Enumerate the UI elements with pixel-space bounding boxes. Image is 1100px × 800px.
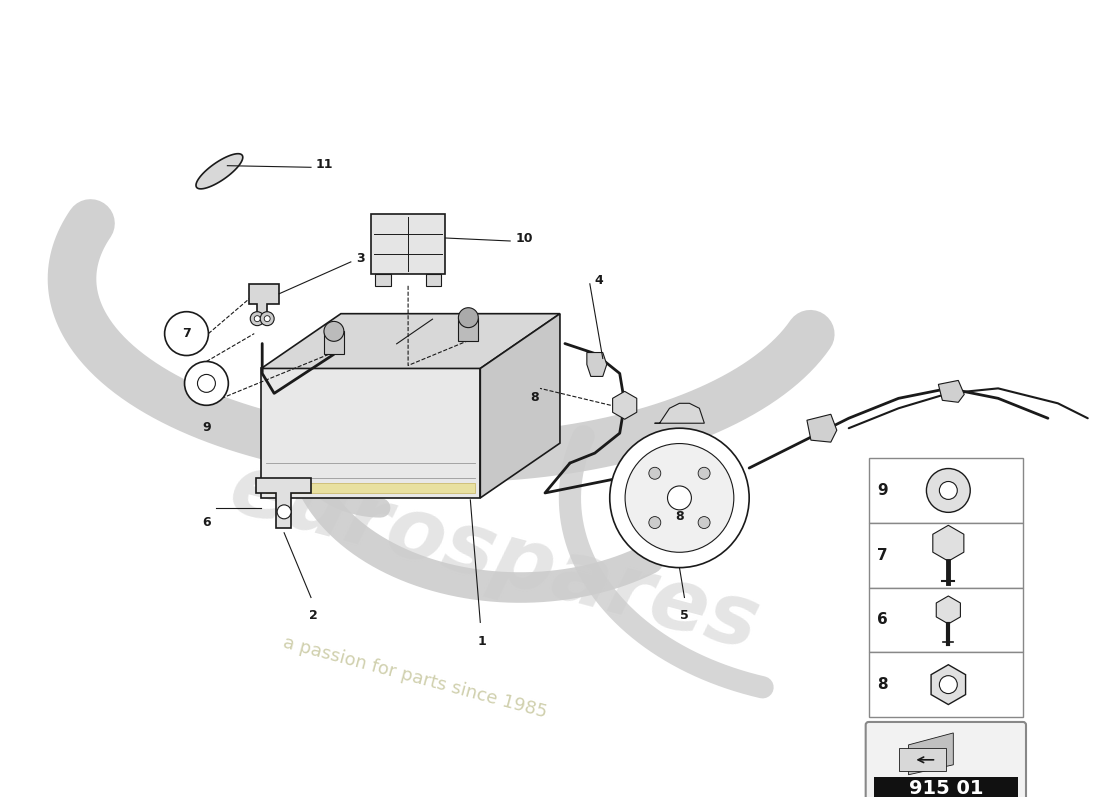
Text: 3: 3	[355, 253, 364, 266]
Circle shape	[323, 322, 344, 342]
Text: 8: 8	[675, 510, 684, 523]
Text: 8: 8	[530, 391, 538, 404]
Circle shape	[261, 312, 274, 326]
Text: eurospares: eurospares	[221, 447, 769, 668]
Polygon shape	[459, 318, 478, 341]
Text: 9: 9	[878, 483, 888, 498]
Text: 11: 11	[316, 158, 333, 171]
Polygon shape	[375, 274, 390, 286]
Text: 4: 4	[595, 274, 604, 287]
Text: 2: 2	[309, 610, 318, 622]
Polygon shape	[873, 777, 1018, 800]
Circle shape	[625, 443, 734, 552]
Circle shape	[698, 517, 711, 529]
Circle shape	[939, 676, 957, 694]
Polygon shape	[196, 154, 243, 189]
Polygon shape	[323, 331, 344, 354]
Text: a passion for parts since 1985: a passion for parts since 1985	[282, 633, 549, 721]
Circle shape	[649, 467, 661, 479]
Circle shape	[277, 505, 292, 519]
Text: 7: 7	[183, 327, 191, 340]
Text: 5: 5	[680, 610, 689, 622]
Circle shape	[264, 316, 271, 322]
Text: 915 01: 915 01	[909, 779, 983, 798]
Polygon shape	[869, 458, 1023, 523]
Circle shape	[185, 362, 229, 406]
Polygon shape	[613, 391, 637, 419]
FancyBboxPatch shape	[371, 214, 446, 274]
Circle shape	[939, 482, 957, 499]
FancyBboxPatch shape	[866, 722, 1026, 800]
Text: 6: 6	[202, 516, 211, 529]
Text: 9: 9	[202, 422, 211, 434]
Text: 7: 7	[878, 548, 888, 562]
Circle shape	[668, 486, 692, 510]
Circle shape	[698, 467, 711, 479]
Polygon shape	[869, 652, 1023, 717]
Circle shape	[926, 469, 970, 512]
Text: 1: 1	[477, 635, 486, 648]
Polygon shape	[899, 748, 946, 770]
Polygon shape	[869, 523, 1023, 587]
Circle shape	[251, 312, 264, 326]
Polygon shape	[931, 665, 966, 705]
Polygon shape	[654, 403, 704, 423]
Polygon shape	[869, 587, 1023, 652]
Text: 10: 10	[515, 233, 532, 246]
Circle shape	[165, 312, 208, 355]
Polygon shape	[426, 274, 441, 286]
Polygon shape	[586, 353, 607, 377]
Circle shape	[198, 374, 216, 392]
Polygon shape	[266, 483, 475, 493]
Polygon shape	[936, 596, 960, 624]
Polygon shape	[250, 284, 279, 318]
Polygon shape	[938, 381, 965, 402]
Polygon shape	[909, 733, 954, 774]
Polygon shape	[261, 369, 481, 498]
Polygon shape	[807, 414, 837, 442]
Circle shape	[649, 517, 661, 529]
Circle shape	[609, 428, 749, 568]
Text: 6: 6	[877, 613, 888, 627]
Polygon shape	[933, 526, 964, 561]
Polygon shape	[256, 478, 311, 528]
Polygon shape	[261, 314, 560, 369]
Circle shape	[254, 316, 261, 322]
Text: 8: 8	[878, 677, 888, 692]
Circle shape	[459, 308, 478, 328]
Polygon shape	[481, 314, 560, 498]
